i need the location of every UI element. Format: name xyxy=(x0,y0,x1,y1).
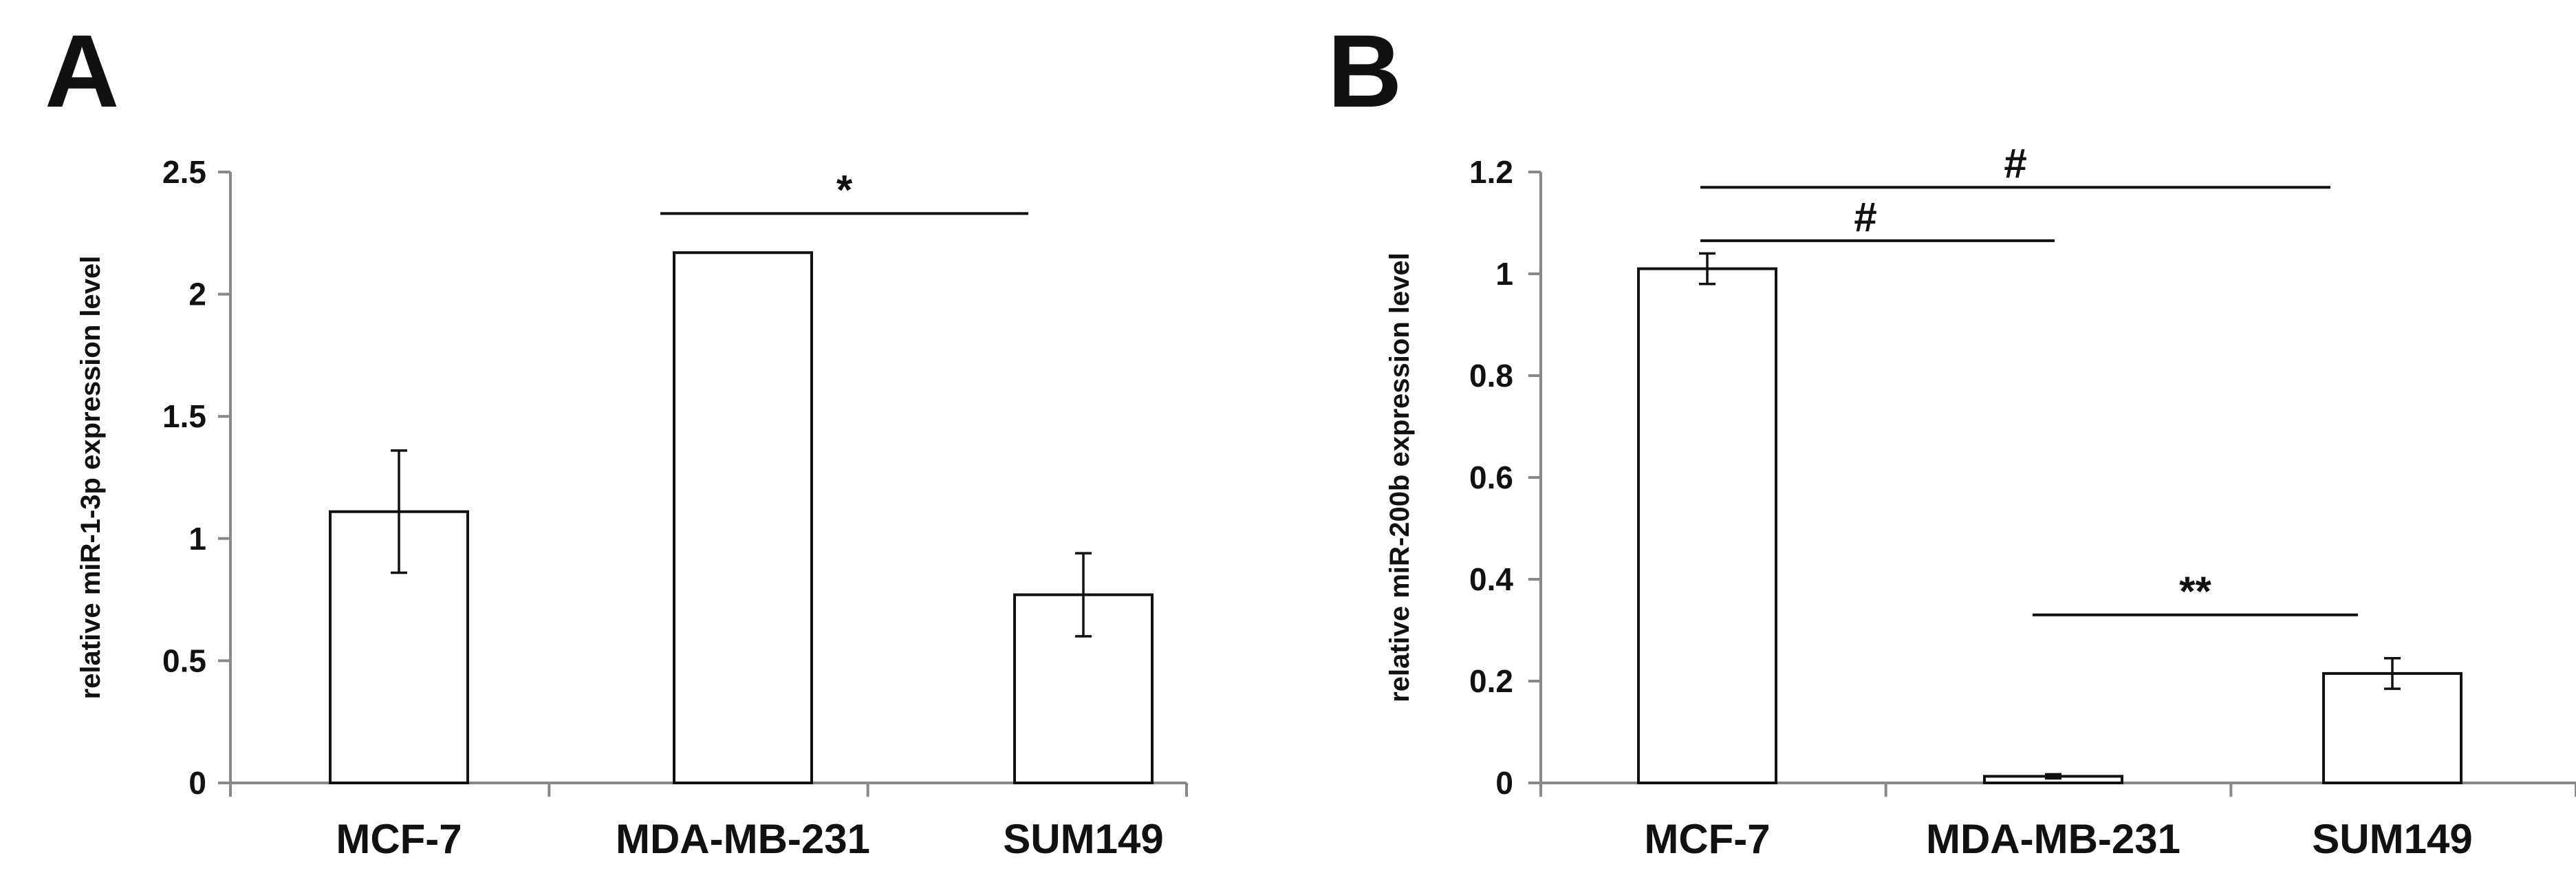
y-tick-label: 2 xyxy=(188,277,206,312)
y-tick-label: 0 xyxy=(1495,765,1513,801)
category-label: MCF-7 xyxy=(336,816,462,862)
category-label: SUM149 xyxy=(2312,816,2472,862)
y-tick-label: 0 xyxy=(188,765,206,801)
y-tick-label: 1.5 xyxy=(162,398,206,434)
category-label: MDA-MB-231 xyxy=(616,816,870,862)
category-label: MDA-MB-231 xyxy=(1926,816,2180,862)
y-tick-label: 1 xyxy=(1495,256,1513,292)
y-axis-label: relative miR-1-3p expression level xyxy=(76,256,106,700)
bar xyxy=(2322,671,2463,785)
category-label: SUM149 xyxy=(1003,816,1163,862)
y-tick-label: 2.5 xyxy=(162,154,206,190)
significance-label: # xyxy=(2004,140,2026,186)
y-axis-label: relative miR-200b expression level xyxy=(1385,252,1415,702)
y-tick-label: 0.2 xyxy=(1469,663,1513,699)
significance-label: ** xyxy=(2179,568,2211,614)
y-tick-label: 0.6 xyxy=(1469,460,1513,495)
panel-letter: A xyxy=(45,13,119,129)
bar xyxy=(673,251,813,784)
y-tick-label: 1.2 xyxy=(1469,154,1513,190)
bar xyxy=(1637,267,1777,785)
significance-label: * xyxy=(836,166,853,213)
y-tick-label: 0.8 xyxy=(1469,358,1513,394)
significance-label: # xyxy=(1854,194,1876,240)
y-tick-label: 0.4 xyxy=(1469,561,1513,597)
y-tick-label: 0.5 xyxy=(162,643,206,678)
y-tick-label: 1 xyxy=(188,521,206,557)
category-label: MCF-7 xyxy=(1644,816,1770,862)
panel-letter: B xyxy=(1328,13,1402,129)
